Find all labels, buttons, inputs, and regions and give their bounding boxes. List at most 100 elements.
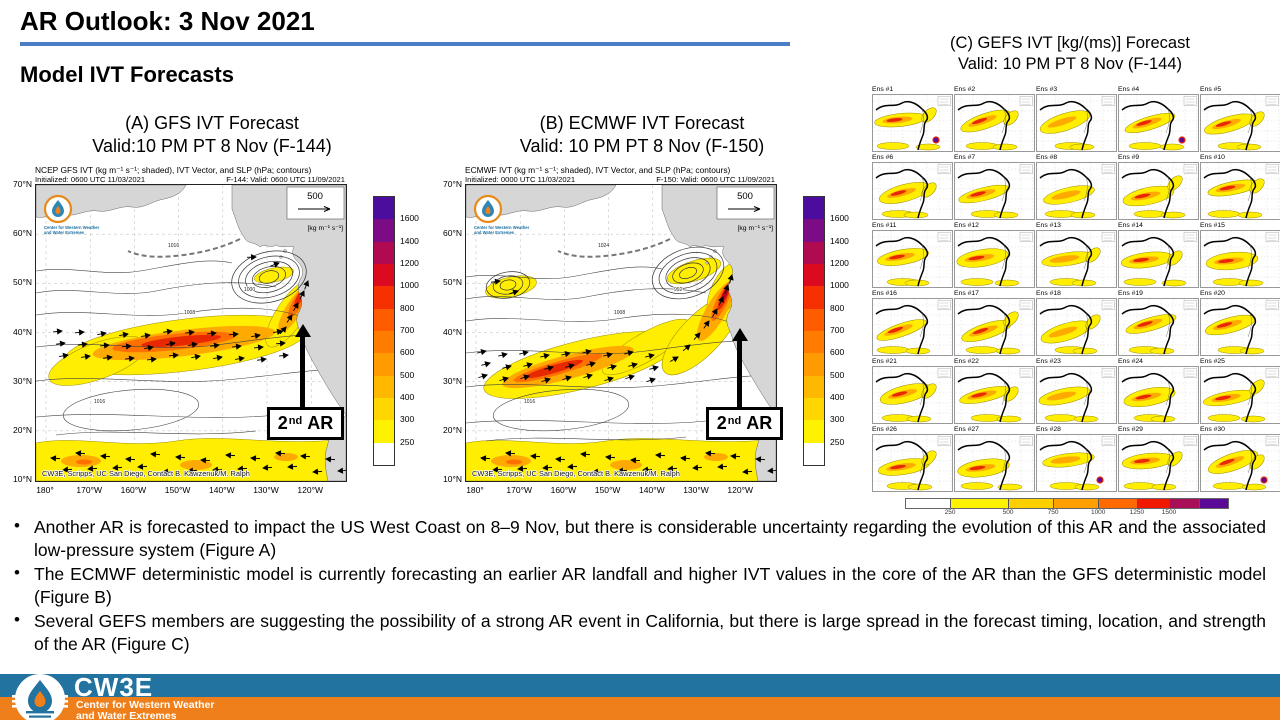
slide-title: AR Outlook: 3 Nov 2021 [20, 6, 315, 36]
gefs-mini-map [1200, 94, 1280, 152]
gefs-mini-map [954, 434, 1035, 492]
title-underline [20, 42, 790, 46]
gefs-member-panel: Ens #17 [954, 290, 1035, 356]
lat-label: 60°N [443, 228, 462, 239]
lat-label: 10°N [443, 474, 462, 485]
gefs-mini-map [1036, 94, 1117, 152]
panel-c-title-line2: Valid: 10 PM PT 8 Nov (F-144) [957, 54, 1183, 73]
gefs-member-panel: Ens #8 [1036, 154, 1117, 220]
svg-text:1008: 1008 [614, 310, 625, 316]
svg-text:1000: 1000 [244, 287, 255, 293]
colorbar-c-segment [1007, 499, 1053, 508]
panel-b-title-line2: Valid: 10 PM PT 8 Nov (F-150) [519, 136, 765, 157]
panel-a-title-line1: (A) GFS IVT Forecast [125, 113, 299, 133]
svg-text:and Water Extremes: and Water Extremes [474, 230, 515, 235]
svg-text:CW3E, Scripps, UC San Diego, C: CW3E, Scripps, UC San Diego, Contact B. … [472, 469, 680, 478]
gefs-member-label: Ens #25 [1200, 358, 1225, 365]
gefs-member-label: Ens #8 [1036, 154, 1058, 161]
lat-label: 60°N [13, 228, 32, 239]
colorbar-c-tick: 500 [1002, 509, 1014, 516]
gfs-map-canvas: 1016 1008 1000 1016 Center for Western Weath… [35, 184, 348, 482]
gefs-mini-map [872, 366, 953, 424]
bullet-text: Several GEFS members are suggesting the … [34, 611, 1266, 655]
svg-text:and Water Extremes: and Water Extremes [44, 230, 85, 235]
svg-text:1008: 1008 [184, 310, 195, 316]
lat-label: 30°N [443, 375, 462, 386]
colorbar-label: 1600 [830, 213, 849, 224]
gefs-mini-map [1036, 298, 1117, 356]
colorbar-segment [374, 375, 394, 398]
gefs-member-panel: Ens #15 [1200, 222, 1280, 288]
svg-text:1016: 1016 [94, 399, 105, 405]
gefs-member-label: Ens #21 [872, 358, 897, 365]
colorbar-segment [374, 397, 394, 421]
gefs-member-panel: Ens #4 [1118, 86, 1199, 152]
gefs-member-panel: Ens #11 [872, 222, 953, 288]
gefs-member-label: Ens #30 [1200, 426, 1225, 433]
gefs-member-label: Ens #22 [954, 358, 979, 365]
gefs-member-panel: Ens #19 [1118, 290, 1199, 356]
gefs-mini-map [1200, 298, 1280, 356]
gefs-member-panel: Ens #1 [872, 86, 953, 152]
lon-label: 150°W [594, 485, 621, 495]
colorbar-segment [374, 330, 394, 354]
gefs-member-label: Ens #28 [1036, 426, 1061, 433]
gefs-member-label: Ens #29 [1118, 426, 1143, 433]
gefs-member-label: Ens #3 [1036, 86, 1058, 93]
gefs-member-panel: Ens #18 [1036, 290, 1117, 356]
panel-a-title: (A) GFS IVT Forecast Valid:10 PM PT 8 No… [32, 112, 392, 159]
lat-label: 40°N [13, 326, 32, 337]
lon-label: 160°W [550, 485, 577, 495]
bullet-item: • The ECMWF deterministic model is curren… [14, 563, 1266, 609]
annotation-arrow-b [737, 341, 742, 407]
gefs-member-label: Ens #5 [1200, 86, 1222, 93]
colorbar-label: 800 [830, 302, 845, 313]
panel-c-title-line1: (C) GEFS IVT [kg/(ms)] Forecast [950, 34, 1190, 52]
gefs-member-panel: Ens #29 [1118, 426, 1199, 492]
bullet-text: Another AR is forecasted to impact the U… [34, 517, 1266, 561]
gefs-member-label: Ens #14 [1118, 222, 1143, 229]
svg-text:CW3E, Scripps, UC San Diego, C: CW3E, Scripps, UC San Diego, Contact B. … [42, 469, 250, 478]
lon-label: 130°W [253, 485, 279, 495]
svg-text:500: 500 [737, 191, 753, 202]
gefs-member-label: Ens #2 [954, 86, 976, 93]
colorbar-label: 250 [400, 436, 415, 447]
colorbar-c-tick: 1500 [1161, 509, 1177, 516]
colorbar-label: 1400 [830, 235, 849, 246]
gefs-mini-map [954, 162, 1035, 220]
colorbar-c-segment [1098, 499, 1137, 508]
lat-label: 20°N [13, 425, 32, 435]
gefs-member-panel: Ens #30 [1200, 426, 1280, 492]
panel-b-valid: F-150: Valid: 0600 UTC 11/09/2021 [656, 175, 775, 184]
panel-b-title: (B) ECMWF IVT Forecast Valid: 10 PM PT 8… [462, 112, 822, 159]
panel-c-colorbar [905, 498, 1229, 509]
panel-a-initrow: Initialized: 0600 UTC 11/03/2021 F-144: … [35, 175, 345, 184]
gefs-member-label: Ens #15 [1200, 222, 1225, 229]
colorbar-segment [374, 197, 394, 220]
colorbar-segment [804, 397, 824, 421]
annotation-a-num: 2 [277, 413, 288, 433]
footer-blue-band [0, 674, 1280, 697]
colorbar-label: 600 [400, 347, 415, 358]
gefs-member-label: Ens #12 [954, 222, 979, 229]
lon-label: 120°W [727, 485, 753, 495]
lon-label: 170°W [76, 485, 102, 495]
gefs-member-label: Ens #17 [954, 290, 979, 297]
footer-orange-band [0, 697, 1280, 720]
colorbar-label: 600 [830, 347, 845, 358]
gefs-member-panel: Ens #6 [872, 154, 953, 220]
gefs-mini-map [1118, 366, 1199, 424]
colorbar-segment [374, 241, 394, 264]
gefs-mini-map [1118, 162, 1199, 220]
gefs-member-panel: Ens #3 [1036, 86, 1117, 152]
bullet-marker: • [14, 563, 20, 583]
colorbar-segment [804, 219, 824, 242]
colorbar-label: 400 [830, 391, 845, 402]
gefs-member-label: Ens #18 [1036, 290, 1061, 297]
panel-b-caption: ECMWF IVT (kg m⁻¹ s⁻¹; shaded), IVT Vect… [465, 165, 731, 175]
colorbar-segment [804, 442, 824, 465]
gefs-mini-map [954, 230, 1035, 288]
